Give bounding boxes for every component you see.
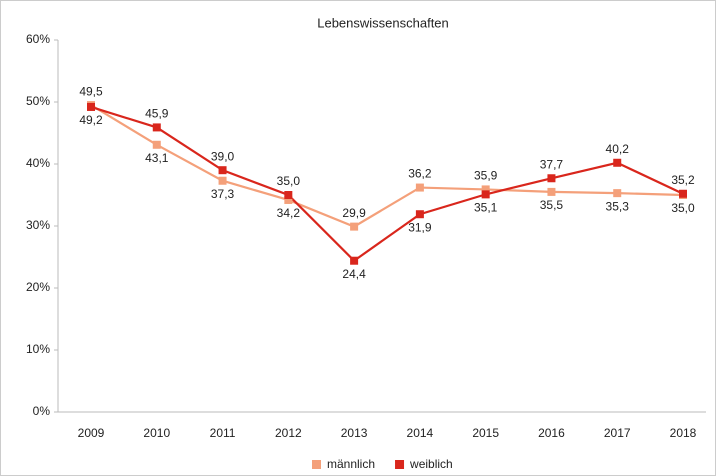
marker (350, 256, 359, 265)
y-tick-label: 50% (26, 94, 50, 108)
marker (218, 176, 227, 185)
data-label: 43,1 (145, 151, 169, 165)
x-tick-label: 2018 (670, 426, 697, 440)
x-tick-label: 2009 (78, 426, 105, 440)
marker (284, 191, 293, 199)
series-line (90, 104, 684, 228)
data-label: 39,0 (211, 149, 235, 163)
legend-label: weiblich (409, 457, 453, 471)
y-tick-label: 20% (26, 280, 50, 294)
y-tick-label: 60% (26, 32, 50, 46)
y-tick-label: 40% (26, 156, 50, 170)
y-tick-label: 0% (33, 404, 51, 418)
marker (218, 166, 227, 175)
data-label: 35,3 (606, 199, 630, 213)
y-tick-label: 10% (26, 342, 50, 356)
marker (481, 190, 490, 199)
data-label: 24,4 (342, 267, 366, 281)
data-label: 35,9 (474, 169, 498, 183)
data-label: 49,5 (79, 84, 103, 98)
y-tick-label: 30% (26, 218, 50, 232)
data-label: 40,2 (606, 142, 630, 156)
marker (152, 140, 161, 149)
data-label: 34,2 (277, 206, 301, 220)
data-label: 45,9 (145, 107, 169, 121)
x-tick-label: 2010 (143, 426, 170, 440)
x-tick-label: 2016 (538, 426, 565, 440)
marker (87, 102, 95, 111)
x-tick-label: 2015 (472, 426, 499, 440)
marker (284, 195, 293, 204)
series-line (90, 105, 684, 263)
data-label: 37,7 (540, 157, 564, 171)
data-label: 35,0 (277, 174, 301, 188)
data-label: 49,2 (79, 113, 103, 127)
marker (679, 189, 687, 198)
data-label: 35,2 (671, 173, 695, 187)
marker (350, 222, 359, 231)
legend-swatch (395, 460, 405, 469)
data-label: 36,2 (408, 167, 432, 181)
x-tick-label: 2013 (341, 426, 368, 440)
marker (152, 123, 161, 132)
marker (415, 183, 424, 192)
marker (613, 189, 622, 198)
marker (415, 210, 424, 219)
marker (481, 185, 490, 194)
data-label: 29,9 (342, 206, 366, 220)
data-label: 37,3 (211, 187, 235, 201)
data-label: 31,9 (408, 220, 432, 234)
x-tick-label: 2011 (210, 426, 236, 440)
data-label: 35,1 (474, 201, 498, 215)
data-label: 35,5 (540, 198, 564, 212)
legend-label: männlich (327, 457, 375, 471)
marker (613, 158, 622, 167)
x-tick-label: 2014 (407, 426, 434, 440)
legend-swatch (312, 460, 321, 469)
marker (547, 174, 556, 183)
x-tick-label: 2012 (275, 426, 302, 440)
chart-title: Lebenswissenschaften (317, 15, 449, 30)
data-label: 35,0 (671, 201, 695, 215)
marker (547, 187, 556, 196)
x-tick-label: 2017 (604, 426, 631, 440)
